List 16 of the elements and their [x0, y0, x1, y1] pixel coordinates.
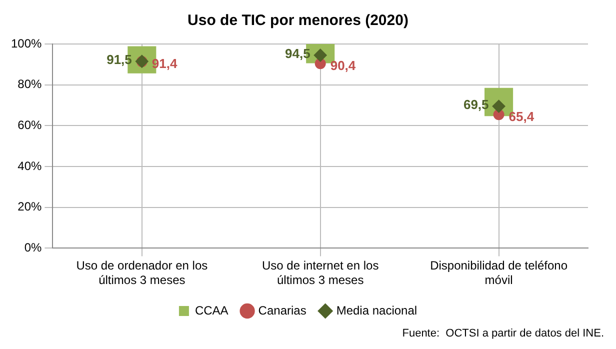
data-label: 90,4 — [330, 58, 356, 74]
y-tick-label: 80% — [18, 77, 42, 92]
y-tick-label: 20% — [18, 200, 42, 214]
chart-title: Uso de TIC por menores (2020) — [188, 12, 408, 30]
legend-label: CCAA — [194, 303, 228, 318]
y-tick-label: 40% — [18, 158, 42, 173]
data-label: 65,4 — [508, 109, 535, 124]
y-tick-label: 0% — [24, 240, 42, 255]
x-tick-label: Uso de ordenador en los últimos 3 meses — [76, 258, 208, 288]
x-tick-label: Uso de internet en los últimos 3 meses — [262, 258, 379, 288]
legend-label: Media nacional — [336, 303, 418, 318]
x-tick-label: Disponibilidad de teléfono móvil — [430, 258, 568, 288]
y-tick-label: 100% — [10, 36, 42, 50]
y-tick-label: 60% — [18, 118, 42, 132]
source-note: Fuente: OCTSI a partir de datos del INE. — [402, 328, 604, 340]
legend-label: Canarias — [258, 303, 306, 318]
